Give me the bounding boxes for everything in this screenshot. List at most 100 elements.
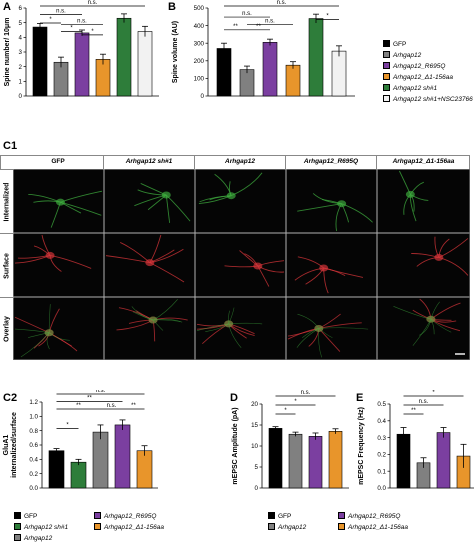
- legend-label: Arhgap12 sh#1: [393, 85, 438, 92]
- soma: [434, 253, 444, 261]
- y-tick-label: 200: [194, 58, 205, 65]
- micrograph-cell: [195, 169, 286, 233]
- significance-label: n.s.: [56, 9, 66, 15]
- dendrite: [318, 327, 369, 330]
- legend-item: Arhgap12: [14, 534, 52, 543]
- legend-label: Arhgap12 sh#1+NSC23766: [393, 96, 473, 103]
- legend-swatch: [383, 62, 390, 69]
- row-label-overlay: Overlay: [0, 297, 13, 360]
- y-tick-label: 1.0: [29, 414, 38, 421]
- dendrite: [27, 332, 50, 338]
- y-tick-label: 1: [19, 79, 23, 86]
- legend-swatch: [383, 40, 390, 47]
- dendrite: [205, 323, 229, 332]
- column-header-gfp: GFP: [13, 155, 104, 169]
- legend-item: Arhgap12: [268, 523, 306, 532]
- legend-label: Arhgap12_Δ1-156aa: [348, 524, 409, 531]
- legend-swatch: [94, 512, 101, 519]
- dendrite: [132, 311, 154, 321]
- bar: [262, 42, 278, 97]
- y-tick-label: 15: [251, 422, 258, 429]
- soma: [148, 316, 158, 324]
- bar: [116, 17, 132, 97]
- significance-label: n.s.: [419, 399, 429, 405]
- row-label-text: Internalized: [3, 182, 10, 221]
- chart-mepsc-frequency: 0.0 0.1 0.2 0.3 0.4 0.5 mEPSC Frequency (Hz) *n…: [358, 390, 474, 492]
- micrograph-cell: [377, 169, 470, 233]
- legend-swatch: [383, 73, 390, 80]
- micrograph-cell: [13, 233, 104, 297]
- row-label-text: Surface: [3, 252, 10, 279]
- legend-label: GFP: [393, 41, 407, 48]
- legend-label: Arhgap12_R695Q: [348, 513, 401, 520]
- bar: [436, 432, 451, 489]
- y-tick-label: 300: [194, 40, 205, 47]
- column-header-arhgap12: Arhgap12: [195, 155, 286, 169]
- significance-label: *: [49, 17, 52, 23]
- significance-label: *: [284, 408, 287, 414]
- column-header-sh1: Arhgap12 sh#1: [104, 155, 195, 169]
- legend-label: Arhgap12 sh#1: [24, 524, 69, 531]
- dendrite: [318, 328, 322, 358]
- significance-label: *: [91, 29, 94, 35]
- bar: [114, 424, 131, 489]
- legend-c2: GFP Arhgap12_R695Q Arhgap12 sh#1 Arhgap1…: [14, 512, 224, 542]
- panel-letter-c1: C1: [3, 140, 18, 152]
- legend-swatch: [338, 523, 345, 530]
- legend-swatch: [14, 512, 21, 519]
- legend-item: Arhgap12_Δ1-156aa: [338, 523, 408, 532]
- significance-label: *: [70, 26, 73, 32]
- bar: [328, 430, 343, 489]
- y-tick-label: 0.5: [377, 401, 386, 408]
- dendrite: [152, 299, 178, 321]
- micrograph-cell: [195, 297, 286, 360]
- y-tick-label: 0.8: [29, 428, 38, 435]
- significance-label: *: [432, 390, 435, 396]
- legend-swatch: [268, 512, 275, 519]
- significance-label: **: [233, 24, 238, 30]
- dendrite: [48, 304, 51, 333]
- significance-label: *: [66, 423, 69, 429]
- significance-label: **: [131, 403, 136, 409]
- bar: [136, 450, 153, 489]
- soma: [319, 264, 329, 272]
- dendrite: [412, 319, 432, 346]
- dendrite: [296, 328, 319, 348]
- legend-label: Arhgap12_Δ1-156aa: [393, 74, 454, 81]
- micrograph-cell: [286, 233, 377, 297]
- chart-glua1-ratio: 0.0 0.2 0.4 0.6 0.8 1.0 1.2 GluA1 internalized/s…: [3, 390, 158, 492]
- y-tick-label: 500: [194, 5, 205, 12]
- micrograph-cell: [104, 169, 195, 233]
- legend-item: Arhgap12 sh#1: [14, 523, 68, 532]
- row-label-text: Overlay: [3, 316, 10, 342]
- legend-item: Arhgap12_Δ1-156aa: [94, 523, 164, 532]
- soma: [44, 329, 54, 337]
- legend-item: Arhgap12_Δ1-156aa: [383, 73, 453, 82]
- legend-label: Arhgap12_R695Q: [104, 513, 157, 520]
- y-tick-label: 10: [251, 443, 258, 450]
- legend-top: GFP Arhgap12 Arhgap12_R695Q Arhgap12_Δ1-…: [383, 40, 474, 120]
- micrograph-cell: [13, 297, 104, 360]
- bar: [308, 436, 323, 489]
- legend-item: GFP: [14, 512, 37, 521]
- y-tick-label: 0.3: [377, 435, 386, 442]
- bar: [92, 431, 109, 489]
- soma: [145, 259, 155, 267]
- legend-swatch: [383, 95, 390, 102]
- bar: [48, 450, 65, 489]
- bar: [74, 32, 90, 97]
- y-axis-label: mEPSC Amplitude (pA): [232, 407, 239, 484]
- y-tick-label: 3: [19, 49, 23, 56]
- chart-spine-number: 0 1 2 3 4 5 6 Spine number/ 10μm n.s. n.s. * n.s. * *: [4, 0, 159, 100]
- bar: [137, 31, 153, 97]
- bar: [268, 428, 283, 489]
- legend-item: GFP: [268, 512, 291, 521]
- dendrite: [418, 319, 432, 336]
- bar: [216, 48, 232, 97]
- micrograph-images: [13, 169, 470, 360]
- bar: [288, 433, 303, 489]
- y-tick-label: 400: [194, 23, 205, 30]
- significance-label: n.s.: [88, 0, 98, 6]
- y-axis-label: internalized/surface: [11, 412, 18, 478]
- y-tick-label: 20: [251, 401, 258, 408]
